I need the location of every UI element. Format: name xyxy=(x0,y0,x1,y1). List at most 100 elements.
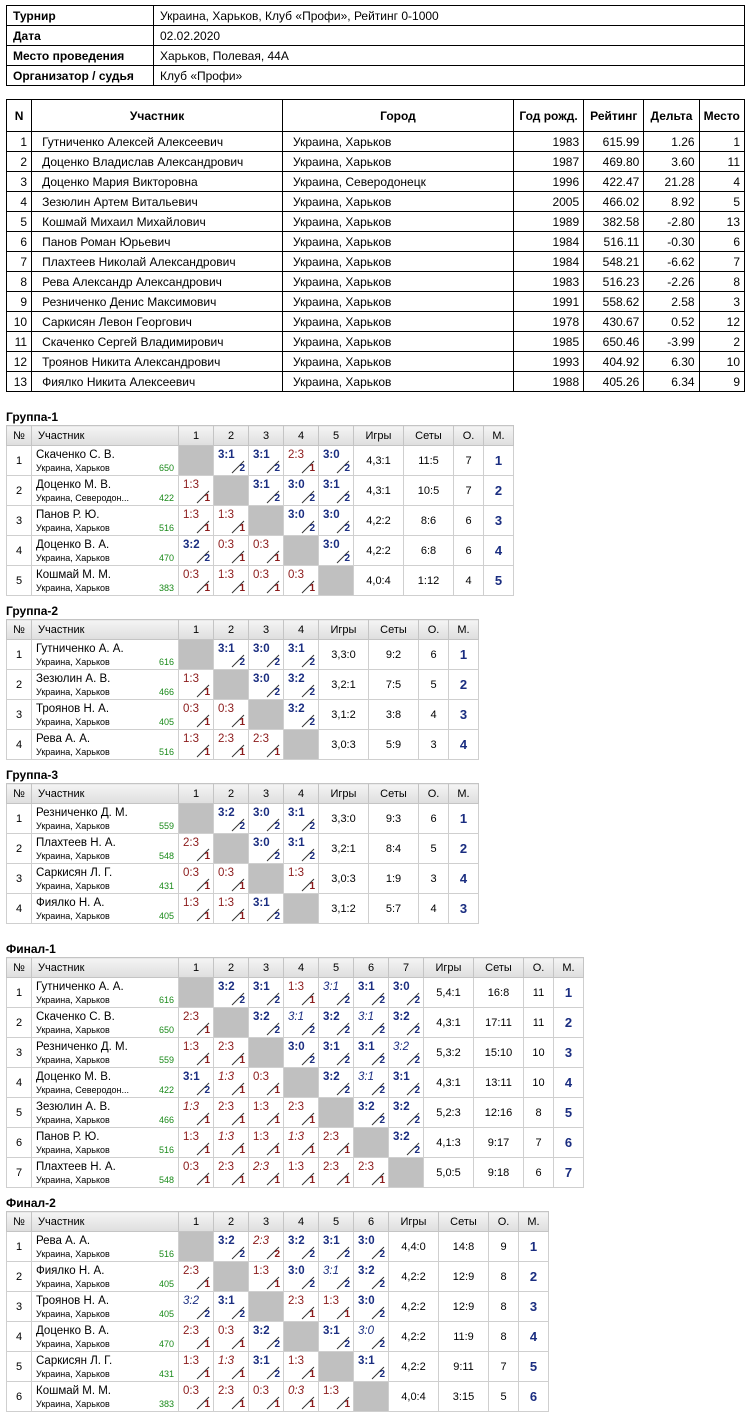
grid-player: Троянов Н. А. Украина, Харьков 405 xyxy=(31,1291,179,1322)
match-points: 2 xyxy=(309,717,315,728)
grid-rank: 3 xyxy=(6,863,32,894)
grid-games: 5,0:5 xyxy=(423,1157,474,1188)
grid-row: 6 Кошмай М. М. Украина, Харьков 383 0:3 1 2:3 1… xyxy=(6,1381,549,1412)
player-rating: 516 xyxy=(158,523,174,533)
participant-row: 13 Фиялко Никита Алексеевич Украина, Харьк… xyxy=(5,371,746,392)
player-rating: 466 xyxy=(158,1115,174,1125)
grid-rank: 2 xyxy=(6,1007,32,1038)
grid-points: 3 xyxy=(418,729,449,760)
participant-row: 3 Доценко Мария Викторовна Украина, Северо… xyxy=(5,171,746,192)
match-result: 1:3 1 xyxy=(213,1351,249,1382)
grid-sets: 11:5 xyxy=(403,445,454,476)
match-score: 1:3 xyxy=(323,1295,339,1307)
match-result: 1:3 1 xyxy=(283,977,319,1008)
grid-header-games: Игры xyxy=(388,1211,439,1232)
grid-row: 3 Саркисян Л. Г. Украина, Харьков 431 0:3 1 0:… xyxy=(6,863,479,894)
match-points: 2 xyxy=(379,1115,385,1126)
match-points: 2 xyxy=(414,1085,420,1096)
participant-cell: 3 xyxy=(698,291,746,312)
grid-rank: 2 xyxy=(6,1261,32,1292)
grid-row: 1 Гутниченко А. А. Украина, Харьков 616 3:2 2… xyxy=(6,977,584,1008)
participant-cell: 2005 xyxy=(512,191,585,212)
slash-icon xyxy=(196,878,210,892)
group-grid: № Участник 1 2 3 4 5 6 Игры Сеты О. М. 1 Рева А. А. Ук… xyxy=(6,1211,549,1412)
player-name: Плахтеев Н. А. xyxy=(36,1161,116,1173)
self-cell xyxy=(248,863,284,894)
slash-icon xyxy=(196,1306,210,1320)
slash-icon xyxy=(196,1082,210,1096)
match-result: 3:0 2 xyxy=(283,505,319,536)
grid-place: 4 xyxy=(553,1067,584,1098)
match-score: 1:3 xyxy=(218,509,234,521)
grid-points: 10 xyxy=(523,1037,554,1068)
slash-icon xyxy=(301,1052,315,1066)
participant-cell: Украина, Харьков xyxy=(282,291,514,312)
match-score: 3:0 xyxy=(393,981,410,993)
grid-header-sets: Сеты xyxy=(438,1211,489,1232)
match-points: 1 xyxy=(239,553,245,564)
grid-row: 4 Доценко В. А. Украина, Харьков 470 3:2 2 0:3… xyxy=(6,535,514,566)
match-score: 3:0 xyxy=(253,643,270,655)
grid-games: 4,2:2 xyxy=(388,1291,439,1322)
grid-header-opponent: 5 xyxy=(318,1211,354,1232)
grid-header-opponent: 1 xyxy=(178,619,214,640)
match-score: 3:1 xyxy=(323,1325,340,1337)
match-score: 0:3 xyxy=(253,539,269,551)
player-name: Панов Р. Ю. xyxy=(36,1131,100,1143)
match-points: 1 xyxy=(309,1399,315,1410)
match-points: 2 xyxy=(274,911,280,922)
grid-place: 2 xyxy=(448,669,479,700)
participant-cell: Украина, Харьков xyxy=(282,371,514,392)
grid-games: 4,1:3 xyxy=(423,1127,474,1158)
match-result: 3:0 2 xyxy=(248,669,284,700)
grid-header-row: № Участник 1 2 3 4 Игры Сеты О. М. xyxy=(6,783,479,804)
participant-row: 9 Резниченко Денис Максимович Украина, Хар… xyxy=(5,291,746,312)
match-points: 2 xyxy=(204,553,210,564)
grid-place: 6 xyxy=(553,1127,584,1158)
grid-row: 4 Фиялко Н. А. Украина, Харьков 405 1:3 1 1:3 1… xyxy=(6,893,479,924)
grid-points: 7 xyxy=(523,1127,554,1158)
participant-cell: 1984 xyxy=(512,251,585,272)
self-cell xyxy=(248,699,284,730)
grid-row: 7 Плахтеев Н. А. Украина, Харьков 548 0:3 1 2:… xyxy=(6,1157,584,1188)
grid-header-no: № xyxy=(6,783,32,804)
grid-place: 2 xyxy=(553,1007,584,1038)
match-points: 2 xyxy=(309,657,315,668)
match-result: 1:3 1 xyxy=(178,475,214,506)
match-score: 1:3 xyxy=(183,1041,199,1053)
slash-icon xyxy=(371,1306,385,1320)
match-points: 1 xyxy=(239,523,245,534)
slash-icon xyxy=(371,1172,385,1186)
slash-icon xyxy=(266,550,280,564)
participant-cell: Фиялко Никита Алексеевич xyxy=(31,371,284,392)
match-result: 3:1 2 xyxy=(318,1037,354,1068)
match-score: 3:0 xyxy=(288,1265,305,1277)
slash-icon xyxy=(266,1336,280,1350)
grid-games: 3,0:3 xyxy=(318,729,369,760)
player-city: Украина, Северодон... xyxy=(36,493,129,503)
match-points: 2 xyxy=(274,493,280,504)
match-result: 2:3 1 xyxy=(283,445,319,476)
self-cell xyxy=(178,977,214,1008)
match-result: 0:3 1 xyxy=(178,863,214,894)
grid-header-opponent: 7 xyxy=(388,957,424,978)
match-points: 1 xyxy=(274,1145,280,1156)
match-points: 2 xyxy=(274,1369,280,1380)
match-score: 3:2 xyxy=(218,981,235,993)
slash-icon xyxy=(231,1246,245,1260)
match-points: 2 xyxy=(414,1115,420,1126)
match-result: 0:3 1 xyxy=(248,1381,284,1412)
match-points: 2 xyxy=(274,657,280,668)
grid-sets: 12:9 xyxy=(438,1291,489,1322)
slash-icon xyxy=(196,1022,210,1036)
grid-place: 2 xyxy=(448,833,479,864)
slash-icon xyxy=(196,1276,210,1290)
player-name: Зезюлин А. В. xyxy=(36,1101,111,1113)
slash-icon xyxy=(266,848,280,862)
self-cell xyxy=(213,1007,249,1038)
slash-icon xyxy=(196,1366,210,1380)
participant-cell: 405.26 xyxy=(583,371,645,392)
grid-place: 3 xyxy=(448,699,479,730)
grid-header-points: О. xyxy=(488,1211,519,1232)
group-title: Группа-3 xyxy=(6,768,59,782)
